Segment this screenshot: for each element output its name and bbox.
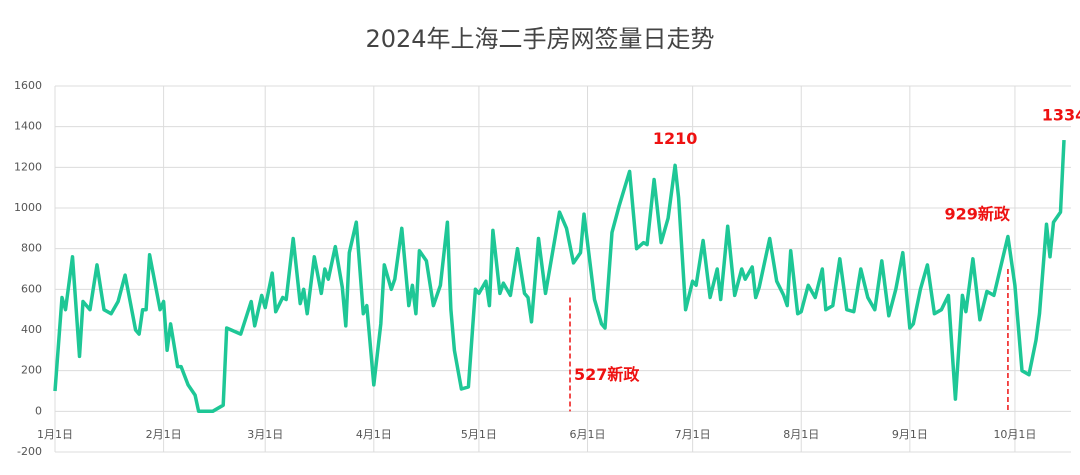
x-tick-label: 8月1日 bbox=[783, 428, 819, 441]
annotation: 1210 bbox=[653, 129, 698, 148]
y-tick-label: 800 bbox=[21, 242, 42, 255]
y-tick-label: 400 bbox=[21, 323, 42, 336]
x-tick-label: 7月1日 bbox=[675, 428, 711, 441]
annotation: 1334 bbox=[1042, 106, 1080, 125]
x-tick-label: 2月1日 bbox=[146, 428, 182, 441]
x-tick-label: 6月1日 bbox=[570, 428, 606, 441]
y-tick-label: -200 bbox=[17, 445, 42, 458]
y-tick-label: 200 bbox=[21, 364, 42, 377]
y-tick-label: 600 bbox=[21, 282, 42, 295]
y-tick-label: 1200 bbox=[14, 160, 42, 173]
y-tick-label: 0 bbox=[35, 404, 42, 417]
annotation: 527新政 bbox=[574, 365, 640, 384]
x-tick-label: 4月1日 bbox=[356, 428, 392, 441]
y-tick-label: 1400 bbox=[14, 120, 42, 133]
y-tick-label: 1000 bbox=[14, 201, 42, 214]
x-tick-label: 9月1日 bbox=[892, 428, 928, 441]
data-line bbox=[53, 140, 1066, 414]
x-tick-label: 5月1日 bbox=[461, 428, 497, 441]
x-tick-label: 10月1日 bbox=[993, 428, 1036, 441]
x-tick-label: 1月1日 bbox=[37, 428, 73, 441]
x-tick-label: 3月1日 bbox=[247, 428, 283, 441]
y-tick-label: 1600 bbox=[14, 79, 42, 92]
chart-title: 2024年上海二手房网签量日走势 bbox=[365, 25, 714, 53]
annotation: 929新政 bbox=[945, 205, 1011, 224]
